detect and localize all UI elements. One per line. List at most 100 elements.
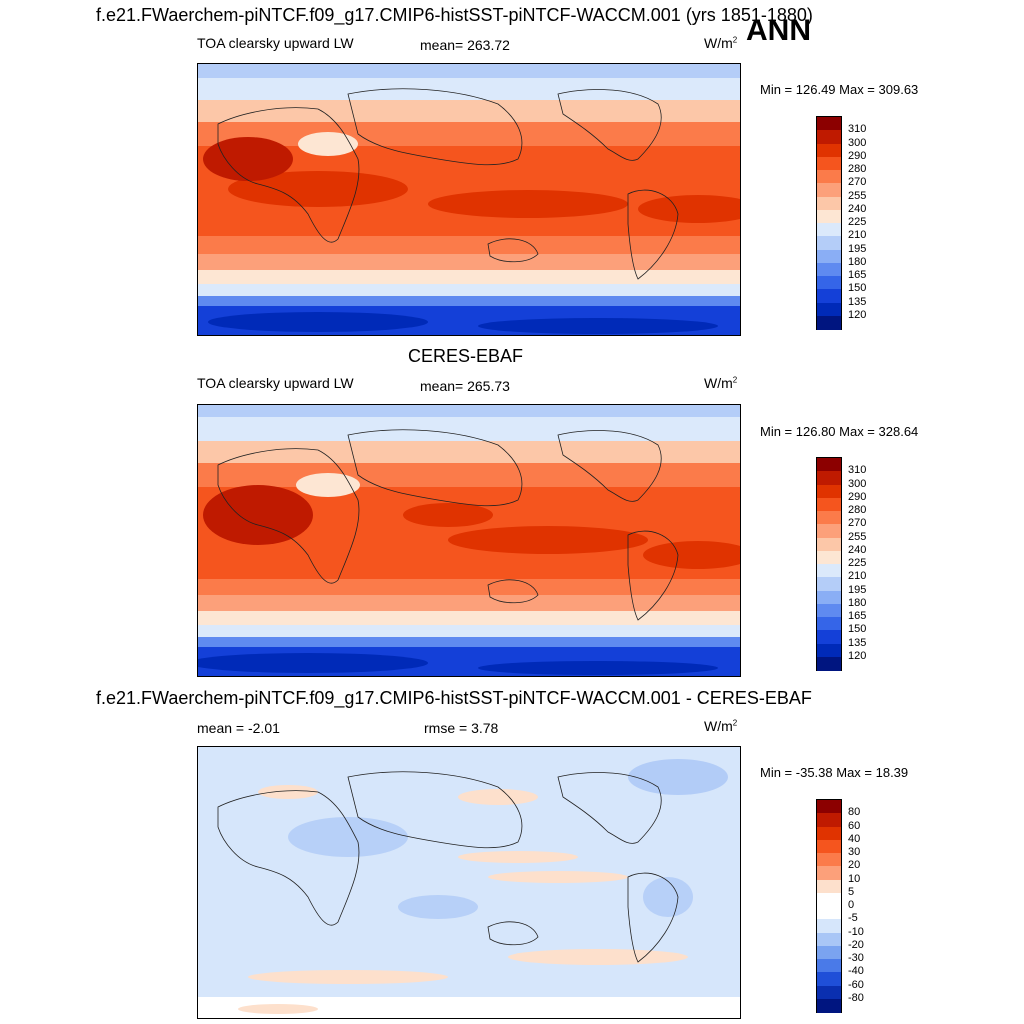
panel3-colorbar-swatch [817,919,841,933]
panel2-variable-label: TOA clearsky upward LW [197,375,354,391]
panel3-colorbar-swatch [817,959,841,973]
panel2-colorbar-tick-label: 270 [848,517,867,530]
panel2-colorbar-swatch [817,471,841,485]
panel2-colorbar-tick-label: 165 [848,610,867,622]
panel3-colorbar-swatch [817,866,841,880]
panel3-colorbar-swatch [817,800,841,814]
panel2-colorbar-swatch [817,537,841,552]
panel3-colorbar-tick-label: 80 [848,806,861,819]
panel3-colorbar-tick-label: -10 [848,925,864,938]
panel1-colorbar-tick-label: 195 [848,242,867,255]
panel1-colorbar-swatch [817,315,841,330]
panel3-colorbar-tick-label: -60 [848,978,864,991]
panel2-colorbar-tick-label: 120 [848,649,867,662]
panel3-colorbar-tick-label: 20 [848,859,861,872]
panel3-colorbar-swatch [817,985,841,1000]
panel3-colorbar-swatch [817,839,841,854]
panel1-colorbar-swatch [817,223,841,237]
panel2-colorbar-tick-label: 195 [848,583,867,596]
panel2-colorbar-swatch [817,564,841,578]
panel3-title: f.e21.FWaerchem-piNTCF.f09_g17.CMIP6-his… [96,688,812,708]
panel2-colorbar-swatch [817,524,841,538]
panel3-units: W/m2 [704,718,738,734]
panel3-colorbar-tick-label: 0 [848,899,855,911]
panel2-colorbar-swatch [817,590,841,605]
panel1-variable-label: TOA clearsky upward LW [197,35,354,51]
panel1-colorbar-swatch [817,143,841,158]
panel2-colorbar-swatch [817,630,841,644]
panel1-colorbar-swatch [817,170,841,184]
panel3-colorbar-swatch [817,879,841,894]
panel1-colorbar-tick-label: 300 [848,136,867,149]
panel2-colorbar [816,457,842,671]
panel2-colorbar-swatch [817,511,841,525]
panel3-colorbar-swatch [817,972,841,986]
panel1-colorbar-tick-label: 280 [848,163,867,175]
panel1-colorbar [816,116,842,330]
panel2-colorbar-labels: 310 300 290 280 270 255 240 225 210 195 180 165 150 1… [848,457,908,669]
panel2-colorbar-tick-label: 310 [848,464,867,477]
panel1-colorbar-swatch [817,156,841,171]
panel1-colorbar-tick-label: 150 [848,282,867,295]
panel2-minmax: Min = 126.80 Max = 328.64 [760,424,919,439]
panel3-colorbar-tick-label: 10 [848,872,861,885]
panel2-colorbar-swatch [817,550,841,565]
panel2-colorbar-tick-label: 150 [848,623,867,636]
panel3-colorbar-labels: 80 60 40 30 20 10 5 0 -5 -10 -20 -30 -40 -60 -80 [848,799,908,1011]
panel1-units: W/m2 [704,35,738,51]
panel3-colorbar-tick-label: -20 [848,938,864,951]
panel1-colorbar-swatch [817,276,841,290]
panel2-colorbar-tick-label: 240 [848,543,867,556]
panel1-colorbar-swatch [817,196,841,211]
panel2-colorbar-swatch [817,458,841,472]
panel3-colorbar-swatch [817,853,841,867]
panel1-mean-label: mean= 263.72 [420,37,510,53]
panel2-colorbar-tick-label: 210 [848,570,867,583]
panel1-map-field [198,64,740,335]
panel3-colorbar-tick-label: 30 [848,846,861,858]
panel2-colorbar-swatch [817,603,841,618]
panel2-map-field [198,405,740,676]
panel3-map-field [198,747,740,1018]
panel2-colorbar-tick-label: 300 [848,477,867,490]
panel3-colorbar-tick-label: 40 [848,832,861,845]
panel3-colorbar-tick-label: -30 [848,952,864,964]
panel2-colorbar-tick-label: 180 [848,596,867,609]
panel2-colorbar-swatch [817,497,841,512]
panel1-colorbar-tick-label: 225 [848,216,867,228]
panel2-colorbar-tick-label: 255 [848,530,867,543]
panel2-mean-label: mean= 265.73 [420,378,510,394]
panel1-map [197,63,741,336]
panel3-colorbar-swatch [817,998,841,1013]
panel1-colorbar-labels: 310 300 290 280 270 255 240 225 210 195 180 165 150 1… [848,116,908,328]
panel1-colorbar-tick-label: 180 [848,255,867,268]
panel3-colorbar-tick-label: -40 [848,965,864,978]
panel1-colorbar-tick-label: 310 [848,123,867,136]
panel1-colorbar-swatch [817,183,841,197]
panel3-colorbar-tick-label: 5 [848,885,855,898]
panel2-map [197,404,741,677]
panel2-units: W/m2 [704,375,738,391]
panel3-colorbar-tick-label: -80 [848,991,864,1004]
panel1-colorbar-tick-label: 165 [848,269,867,281]
panel2-colorbar-tick-label: 135 [848,636,867,649]
panel1-colorbar-swatch [817,130,841,144]
panel1-colorbar-tick-label: 255 [848,189,867,202]
panel3-colorbar-swatch [817,826,841,841]
panel3-colorbar-swatch [817,906,841,920]
panel3-mean-label: mean = -2.01 [197,720,280,736]
panel3-colorbar-swatch [817,932,841,947]
panel1-colorbar-tick-label: 270 [848,176,867,189]
panel1-colorbar-swatch [817,236,841,250]
panel1-colorbar-swatch [817,302,841,317]
panel3-minmax: Min = -35.38 Max = 18.39 [760,765,909,780]
panel3-colorbar-swatch [817,892,841,907]
panel1-colorbar-tick-label: 210 [848,229,867,242]
panel3-colorbar-swatch [817,813,841,827]
panel1-colorbar-tick-label: 290 [848,149,867,162]
panel2-colorbar-swatch [817,577,841,591]
panel2-title: CERES-EBAF [408,346,524,366]
panel1-title: f.e21.FWaerchem-piNTCF.f09_g17.CMIP6-his… [96,5,813,25]
panel3-map [197,746,741,1019]
panel1-colorbar-swatch [817,262,841,277]
